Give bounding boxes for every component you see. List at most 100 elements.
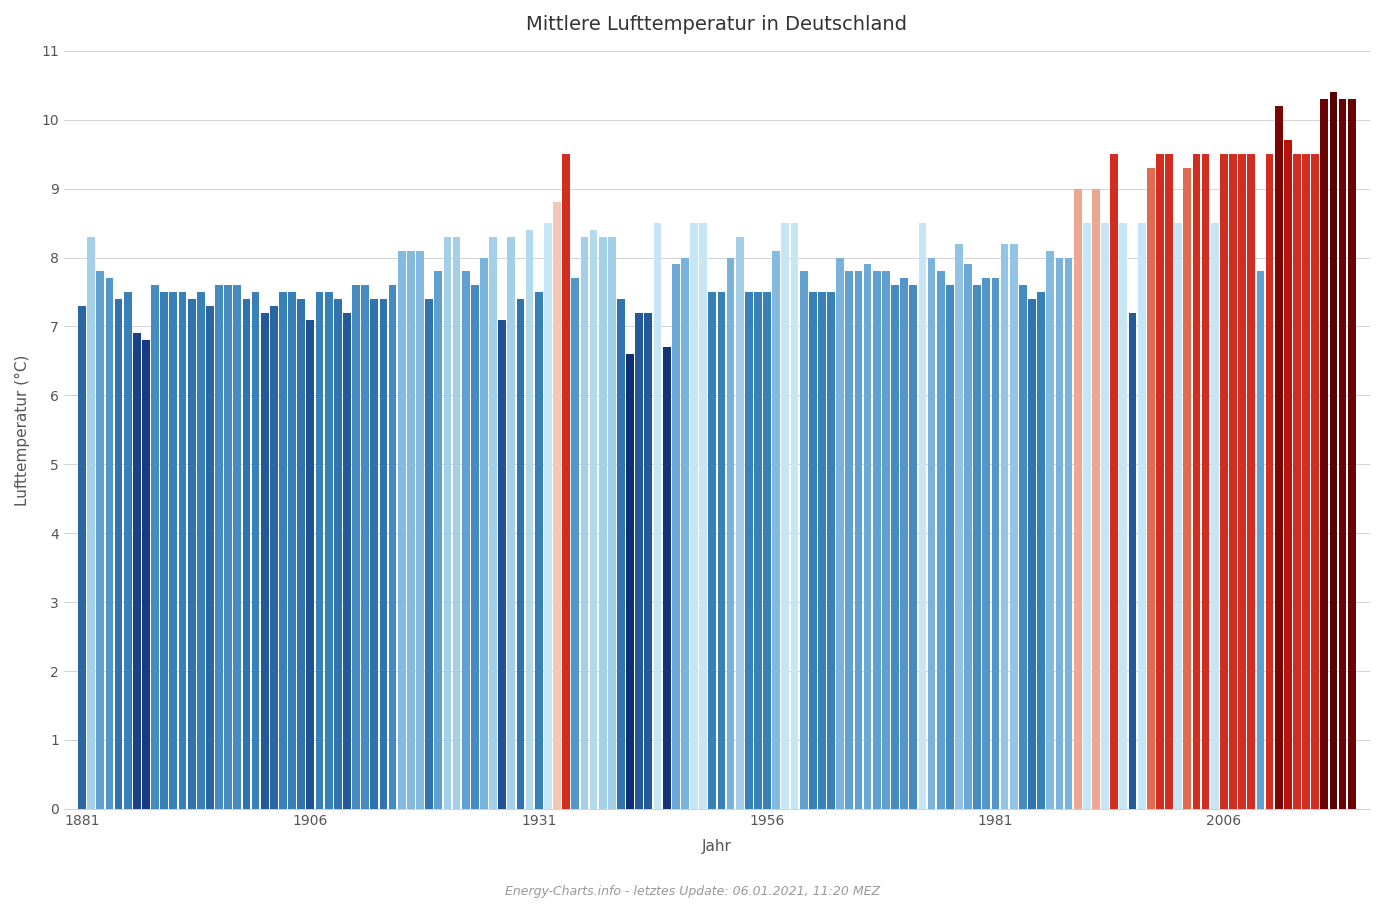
Bar bbox=[161, 292, 168, 809]
Bar bbox=[1073, 188, 1082, 809]
Bar bbox=[1093, 188, 1100, 809]
Bar bbox=[982, 278, 990, 809]
Bar bbox=[837, 258, 843, 809]
Bar bbox=[481, 258, 488, 809]
Bar bbox=[845, 272, 853, 809]
Bar bbox=[1228, 154, 1237, 809]
Bar bbox=[690, 224, 698, 809]
Bar bbox=[1174, 224, 1181, 809]
Bar bbox=[553, 203, 561, 809]
Bar bbox=[974, 285, 981, 809]
Bar bbox=[928, 258, 935, 809]
Bar bbox=[343, 313, 350, 809]
Bar bbox=[544, 224, 551, 809]
Y-axis label: Lufttemperatur (°C): Lufttemperatur (°C) bbox=[15, 354, 30, 506]
Bar bbox=[379, 299, 388, 809]
Bar bbox=[936, 272, 945, 809]
Bar bbox=[763, 292, 771, 809]
Bar bbox=[1147, 168, 1155, 809]
Bar bbox=[791, 224, 798, 809]
Bar bbox=[918, 224, 927, 809]
Bar bbox=[526, 230, 533, 809]
Bar bbox=[1192, 154, 1201, 809]
Bar bbox=[654, 224, 662, 809]
Bar bbox=[992, 278, 1000, 809]
Text: Energy-Charts.info - letztes Update: 06.01.2021, 11:20 MEZ: Energy-Charts.info - letztes Update: 06.… bbox=[506, 885, 879, 898]
Bar bbox=[298, 299, 305, 809]
Bar bbox=[580, 237, 589, 809]
Bar bbox=[864, 264, 871, 809]
Bar bbox=[900, 278, 909, 809]
Bar bbox=[1248, 154, 1255, 809]
Bar bbox=[242, 299, 251, 809]
Bar bbox=[461, 272, 470, 809]
Bar bbox=[260, 313, 269, 809]
Bar bbox=[699, 224, 708, 809]
Bar bbox=[1302, 154, 1310, 809]
Bar bbox=[197, 292, 205, 809]
Bar bbox=[644, 313, 652, 809]
Bar bbox=[1348, 99, 1356, 809]
Bar bbox=[1165, 154, 1173, 809]
X-axis label: Jahr: Jahr bbox=[702, 839, 731, 853]
Bar bbox=[206, 306, 213, 809]
Bar bbox=[1083, 224, 1091, 809]
Bar bbox=[435, 272, 442, 809]
Bar bbox=[1202, 154, 1209, 809]
Bar bbox=[618, 299, 625, 809]
Bar bbox=[352, 285, 360, 809]
Bar bbox=[946, 285, 954, 809]
Bar bbox=[224, 285, 233, 809]
Bar bbox=[105, 278, 114, 809]
Bar bbox=[1183, 168, 1191, 809]
Bar bbox=[1119, 224, 1127, 809]
Bar bbox=[489, 237, 497, 809]
Bar bbox=[910, 285, 917, 809]
Bar bbox=[681, 258, 688, 809]
Bar bbox=[1294, 154, 1301, 809]
Bar bbox=[453, 237, 460, 809]
Bar bbox=[179, 292, 187, 809]
Bar bbox=[1010, 243, 1018, 809]
Bar bbox=[1238, 154, 1246, 809]
Bar bbox=[151, 285, 159, 809]
Bar bbox=[1210, 224, 1219, 809]
Bar bbox=[1330, 92, 1338, 809]
Bar bbox=[535, 292, 543, 809]
Bar bbox=[1001, 243, 1008, 809]
Bar bbox=[507, 237, 515, 809]
Bar bbox=[1312, 154, 1319, 809]
Title: Mittlere Lufttemperatur in Deutschland: Mittlere Lufttemperatur in Deutschland bbox=[526, 15, 907, 34]
Bar bbox=[1266, 154, 1273, 809]
Bar bbox=[499, 319, 506, 809]
Bar bbox=[517, 299, 525, 809]
Bar bbox=[361, 285, 368, 809]
Bar bbox=[873, 272, 881, 809]
Bar bbox=[827, 292, 835, 809]
Bar bbox=[1284, 140, 1292, 809]
Bar bbox=[143, 340, 150, 809]
Bar bbox=[1137, 224, 1145, 809]
Bar bbox=[1055, 258, 1064, 809]
Bar bbox=[745, 292, 752, 809]
Bar bbox=[608, 237, 616, 809]
Bar bbox=[1320, 99, 1328, 809]
Bar bbox=[397, 251, 406, 809]
Bar bbox=[956, 243, 963, 809]
Bar bbox=[133, 333, 141, 809]
Bar bbox=[1156, 154, 1163, 809]
Bar bbox=[1019, 285, 1026, 809]
Bar bbox=[1111, 154, 1118, 809]
Bar bbox=[370, 299, 378, 809]
Bar bbox=[809, 292, 817, 809]
Bar bbox=[1028, 299, 1036, 809]
Bar bbox=[964, 264, 972, 809]
Bar bbox=[1339, 99, 1346, 809]
Bar bbox=[471, 285, 479, 809]
Bar bbox=[78, 306, 86, 809]
Bar bbox=[87, 237, 96, 809]
Bar bbox=[416, 251, 424, 809]
Bar bbox=[324, 292, 332, 809]
Bar bbox=[708, 292, 716, 809]
Bar bbox=[819, 292, 825, 809]
